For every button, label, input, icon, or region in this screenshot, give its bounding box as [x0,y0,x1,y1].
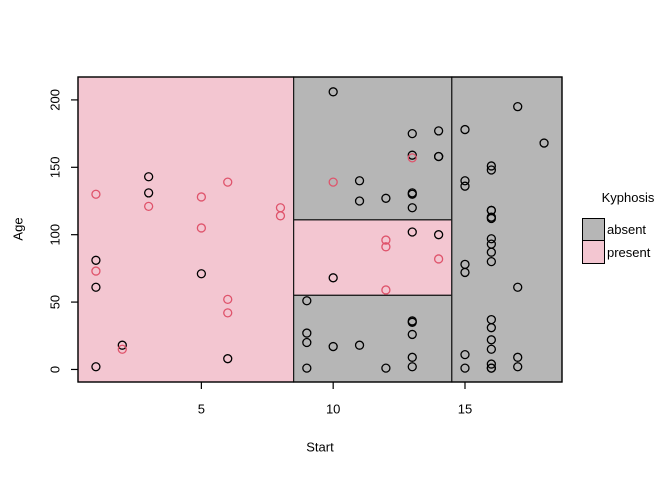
x-tick-label: 5 [198,402,205,417]
data-point-absent [460,176,470,186]
data-point-absent [486,256,497,267]
y-tick-label: 100 [48,224,63,246]
data-point-present [407,153,417,163]
data-point-present [117,344,127,354]
data-point-present [381,235,391,245]
data-point-absent [513,352,523,362]
data-point-present [91,266,101,276]
data-point-absent [486,234,497,244]
data-point-absent [460,349,470,360]
region-absent [293,294,453,383]
region-absent [293,76,453,221]
data-point-absent [460,181,470,191]
x-tick-label: 10 [326,402,340,417]
data-point-absent [486,165,497,175]
data-point-absent [302,337,312,348]
data-point-absent [223,354,233,364]
legend-label-present: present [607,245,651,260]
data-point-present [91,189,101,199]
legend-swatch-present [582,241,605,264]
data-point-absent [486,344,497,354]
legend-swatch-absent [582,218,605,241]
data-point-present [196,223,207,233]
data-point-absent [407,362,417,372]
data-point-absent [460,267,470,278]
legend: Kyphosis absent present [582,190,672,264]
data-point-absent [407,316,417,326]
data-point-absent [486,363,497,373]
data-point-absent [196,269,207,279]
data-point-absent [486,161,497,171]
data-point-absent [117,340,127,350]
data-point-present [223,177,233,187]
data-point-absent [486,323,497,333]
data-point-absent [328,341,338,352]
data-point-absent [381,363,391,373]
legend-item-present: present [582,241,672,264]
data-point-absent [407,227,417,237]
legend-item-absent: absent [582,218,672,241]
y-tick-label: 0 [48,366,63,373]
data-point-present [223,294,233,305]
data-point-absent [91,255,101,265]
data-point-absent [407,150,417,160]
data-point-absent [486,205,497,216]
data-point-present [143,201,154,212]
data-point-absent [407,188,417,198]
data-point-absent [486,247,497,257]
x-tick-label: 15 [458,402,472,417]
data-point-absent [354,196,365,206]
data-point-absent [328,273,338,283]
data-point-absent [407,352,417,362]
data-point-absent [91,362,101,372]
data-point-present [196,192,207,202]
data-point-absent [354,176,365,186]
data-point-absent [460,124,470,135]
data-point-absent [513,282,523,292]
data-point-present [328,177,338,187]
data-point-absent [433,230,444,240]
y-axis-title: Age [10,217,26,241]
data-point-absent [302,296,312,306]
data-point-present [381,242,391,252]
data-point-absent [302,363,312,373]
legend-label-absent: absent [607,222,647,237]
data-point-absent [539,138,549,148]
data-point-absent [433,151,444,162]
data-point-absent [460,363,470,373]
data-point-absent [143,188,154,198]
data-point-present [275,211,286,221]
region-present [293,219,453,296]
y-tick-label: 50 [48,295,63,309]
data-point-absent [433,126,444,136]
data-point-absent [407,329,417,340]
data-point-absent [486,335,497,345]
data-point-present [223,308,233,318]
data-point-absent [513,102,523,112]
y-tick-label: 150 [48,156,63,178]
data-point-absent [407,203,417,213]
plot-border [77,76,563,383]
legend-title: Kyphosis [601,190,655,205]
data-point-present [433,254,444,264]
data-point-absent [91,282,101,292]
region-present [77,76,295,383]
data-point-absent [143,172,154,182]
data-point-absent [328,87,338,97]
x-axis-title: Start [306,439,334,455]
data-point-absent [302,328,312,338]
data-point-absent [513,362,523,372]
data-point-absent [407,128,417,139]
data-point-present [381,285,391,295]
data-point-absent [486,359,497,369]
data-point-absent [354,340,365,350]
data-point-absent [381,193,391,203]
region-absent [451,76,563,383]
y-tick-label: 200 [48,89,63,111]
